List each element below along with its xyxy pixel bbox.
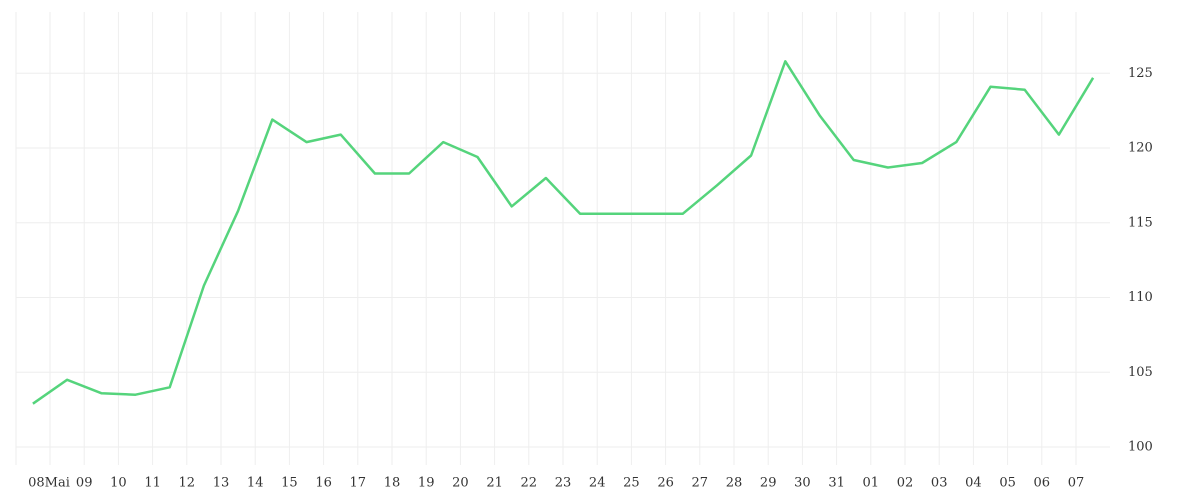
x-tick-label: 25: [623, 476, 640, 491]
x-tick-label: 30: [794, 476, 811, 491]
y-tick-label: 100: [1128, 440, 1153, 455]
x-tick-label: 15: [281, 476, 298, 491]
x-tick-label: 18: [384, 476, 401, 491]
x-tick-label: 27: [692, 476, 709, 491]
x-tick-label: 14: [247, 476, 264, 491]
x-tick-label: 23: [555, 476, 572, 491]
x-tick-label: 04: [965, 476, 982, 491]
y-tick-label: 120: [1128, 141, 1153, 156]
x-tick-label: 22: [521, 476, 538, 491]
x-tick-label: 01: [863, 476, 880, 491]
x-tick-label: 02: [897, 476, 914, 491]
y-tick-label: 115: [1128, 215, 1153, 230]
y-tick-label: 125: [1128, 66, 1153, 81]
x-tick-label: 31: [828, 476, 845, 491]
x-tick-label: 06: [1034, 476, 1051, 491]
x-tick-label: 05: [999, 476, 1016, 491]
x-tick-label: 12: [179, 476, 196, 491]
line-series: [32, 60, 1095, 405]
x-tick-label: 28: [726, 476, 743, 491]
x-tick-label: 20: [452, 476, 469, 491]
x-tick-label: 24: [589, 476, 606, 491]
x-tick-label: 09: [76, 476, 93, 491]
x-tick-label: 26: [657, 476, 674, 491]
x-tick-label: 11: [144, 476, 161, 491]
x-tick-label: 19: [418, 476, 435, 491]
x-tick-label: 17: [350, 476, 367, 491]
x-tick-label: 16: [315, 476, 332, 491]
x-tick-label: 07: [1068, 476, 1085, 491]
x-tick-label: 13: [213, 476, 230, 491]
y-tick-label: 110: [1128, 290, 1153, 305]
y-tick-label: 105: [1128, 365, 1153, 380]
x-tick-label: 21: [486, 476, 503, 491]
x-tick-label: 03: [931, 476, 948, 491]
x-tick-label: 10: [110, 476, 127, 491]
x-tick-label: 08Mai: [28, 476, 70, 491]
x-tick-label: 29: [760, 476, 777, 491]
